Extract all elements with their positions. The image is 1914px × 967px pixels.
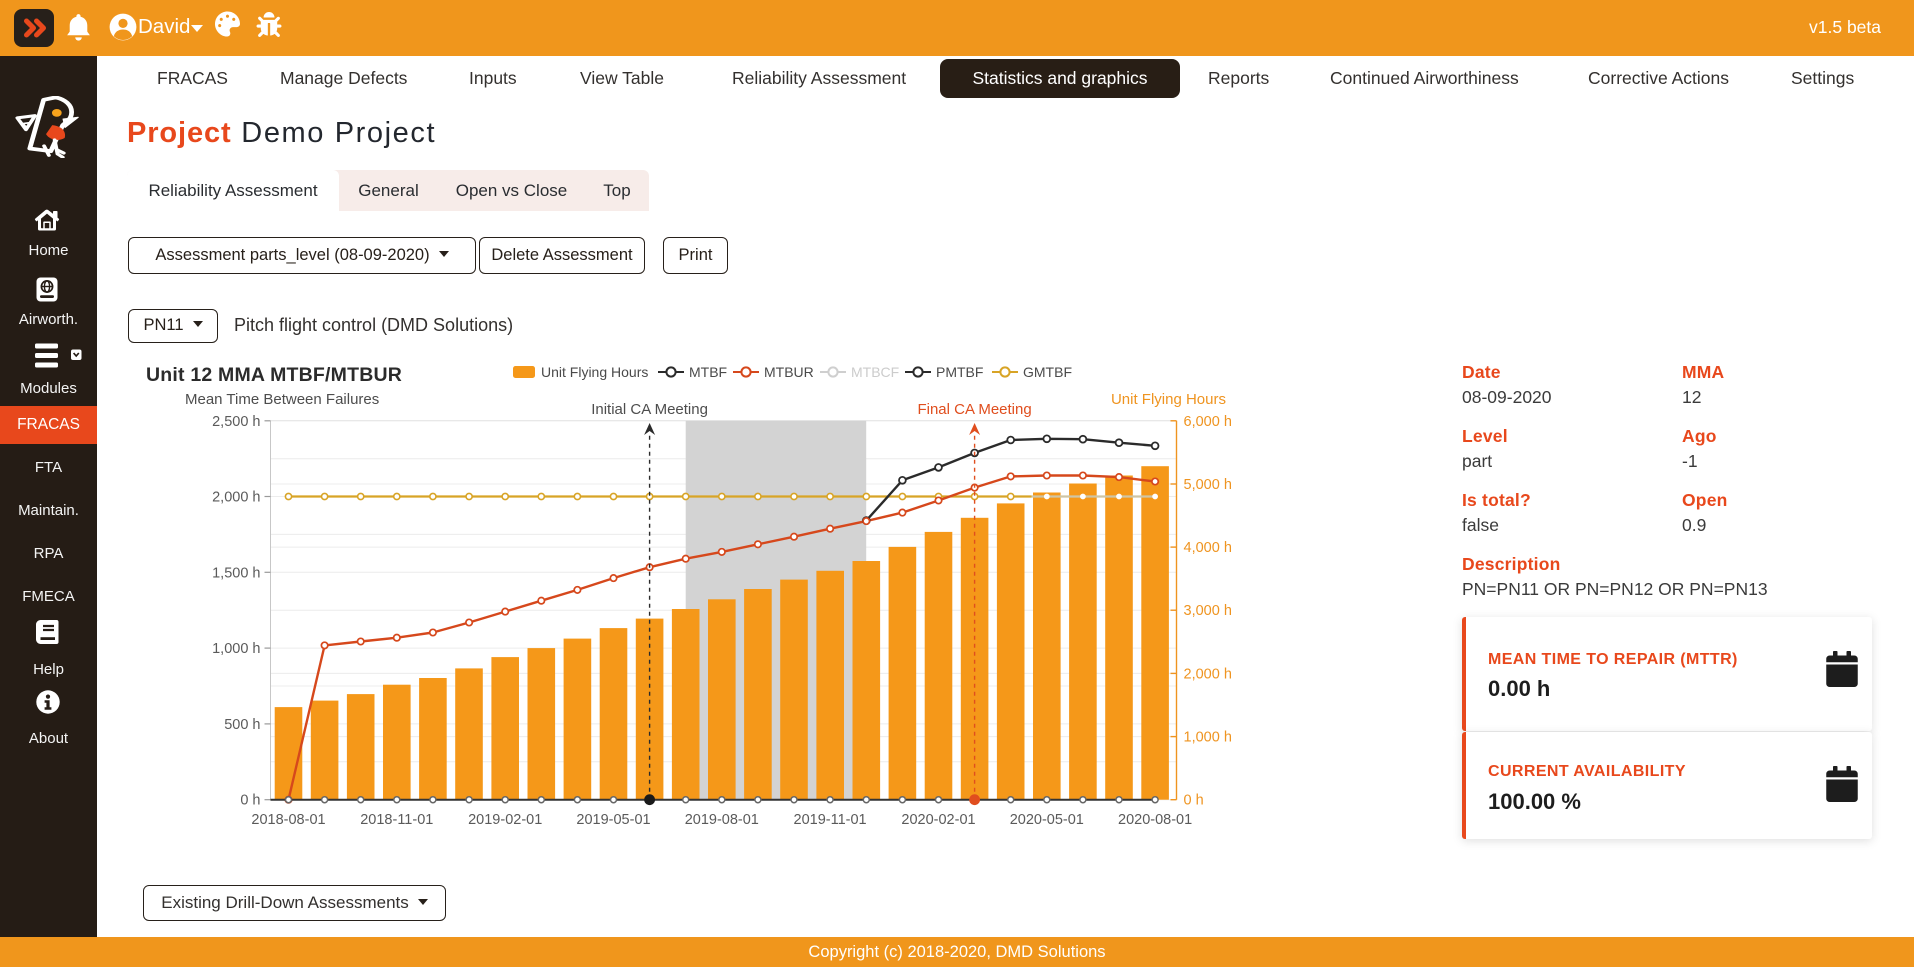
svg-text:2019-05-01: 2019-05-01 — [576, 812, 650, 828]
svg-text:2018-11-01: 2018-11-01 — [360, 812, 433, 828]
svg-text:0 h: 0 h — [240, 793, 260, 809]
svg-text:2019-08-01: 2019-08-01 — [685, 812, 759, 828]
svg-text:2019-02-01: 2019-02-01 — [468, 812, 542, 828]
svg-text:1,500 h: 1,500 h — [212, 565, 260, 581]
svg-text:3,000 h: 3,000 h — [1184, 603, 1232, 619]
svg-text:2020-08-01: 2020-08-01 — [1118, 812, 1192, 828]
svg-text:1,000 h: 1,000 h — [1184, 730, 1232, 746]
svg-text:5,000 h: 5,000 h — [1184, 477, 1232, 493]
svg-text:2,000 h: 2,000 h — [1184, 666, 1232, 682]
svg-text:0 h: 0 h — [1184, 793, 1204, 809]
svg-text:Initial CA Meeting: Initial CA Meeting — [591, 401, 708, 418]
svg-text:MTBCF: MTBCF — [851, 364, 899, 380]
svg-text:Final CA Meeting: Final CA Meeting — [917, 401, 1031, 418]
svg-text:2,500 h: 2,500 h — [212, 414, 260, 430]
svg-text:MTBF: MTBF — [689, 364, 727, 380]
svg-text:2020-05-01: 2020-05-01 — [1010, 812, 1084, 828]
svg-text:2,000 h: 2,000 h — [212, 490, 260, 506]
svg-text:500 h: 500 h — [224, 717, 260, 733]
svg-text:2018-08-01: 2018-08-01 — [251, 812, 325, 828]
svg-text:4,000 h: 4,000 h — [1184, 540, 1232, 556]
svg-text:Unit Flying Hours: Unit Flying Hours — [541, 364, 648, 380]
svg-text:GMTBF: GMTBF — [1023, 364, 1072, 380]
svg-text:1,000 h: 1,000 h — [212, 641, 260, 657]
svg-text:2020-02-01: 2020-02-01 — [901, 812, 975, 828]
svg-text:PMTBF: PMTBF — [936, 364, 983, 380]
svg-text:Unit Flying Hours: Unit Flying Hours — [1111, 391, 1226, 408]
svg-text:6,000 h: 6,000 h — [1184, 414, 1232, 430]
svg-text:Mean Time Between Failures: Mean Time Between Failures — [185, 391, 379, 408]
svg-text:Unit 12 MMA MTBF/MTBUR: Unit 12 MMA MTBF/MTBUR — [146, 364, 402, 386]
svg-text:2019-11-01: 2019-11-01 — [794, 812, 867, 828]
svg-text:MTBUR: MTBUR — [764, 364, 814, 380]
